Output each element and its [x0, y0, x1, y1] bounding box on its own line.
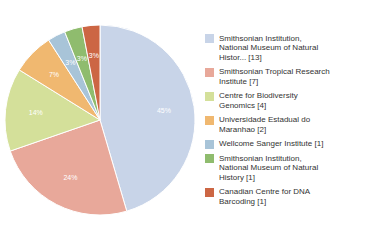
- legend-item: Smithsonian Institution, National Museum…: [205, 34, 377, 63]
- legend-label: Wellcome Sanger Institute [1]: [219, 139, 323, 149]
- pie-canvas: 45%24%14%7%3%3%3%: [0, 0, 200, 240]
- data-label: 3%: [77, 55, 87, 62]
- data-label: 45%: [157, 107, 171, 114]
- legend-item: Smithsonian Institution, National Museum…: [205, 154, 377, 183]
- chart: 45%24%14%7%3%3%3% Smithsonian Institutio…: [0, 0, 380, 240]
- data-label: 3%: [89, 52, 99, 59]
- legend-swatch: [205, 92, 214, 101]
- data-labels: 45%24%14%7%3%3%3%: [29, 52, 171, 181]
- legend-swatch: [205, 188, 214, 197]
- legend-label: Universidade Estadual do Maranhao [2]: [219, 115, 310, 134]
- legend-label: Centre for Biodiversity Genomics [4]: [219, 91, 298, 110]
- legend: Smithsonian Institution, National Museum…: [205, 0, 377, 240]
- legend-label: Smithsonian Tropical Research Institute …: [219, 67, 330, 86]
- data-label: 3%: [65, 59, 75, 66]
- legend-item: Centre for Biodiversity Genomics [4]: [205, 91, 377, 110]
- slice: [82, 25, 100, 120]
- legend-item: Smithsonian Tropical Research Institute …: [205, 67, 377, 86]
- legend-label: Smithsonian Institution, National Museum…: [219, 154, 318, 183]
- legend-item: Universidade Estadual do Maranhao [2]: [205, 115, 377, 134]
- legend-swatch: [205, 154, 214, 163]
- legend-item: Canadian Centre for DNA Barcoding [1]: [205, 187, 377, 206]
- legend-swatch: [205, 68, 214, 77]
- legend-swatch: [205, 34, 214, 43]
- pie: [5, 25, 195, 215]
- legend-label: Smithsonian Institution, National Museum…: [219, 34, 318, 63]
- legend-label: Canadian Centre for DNA Barcoding [1]: [219, 187, 310, 206]
- data-label: 7%: [49, 71, 59, 78]
- legend-item: Wellcome Sanger Institute [1]: [205, 139, 377, 149]
- data-label: 14%: [29, 109, 43, 116]
- legend-swatch: [205, 140, 214, 149]
- legend-swatch: [205, 116, 214, 125]
- data-label: 24%: [63, 174, 77, 181]
